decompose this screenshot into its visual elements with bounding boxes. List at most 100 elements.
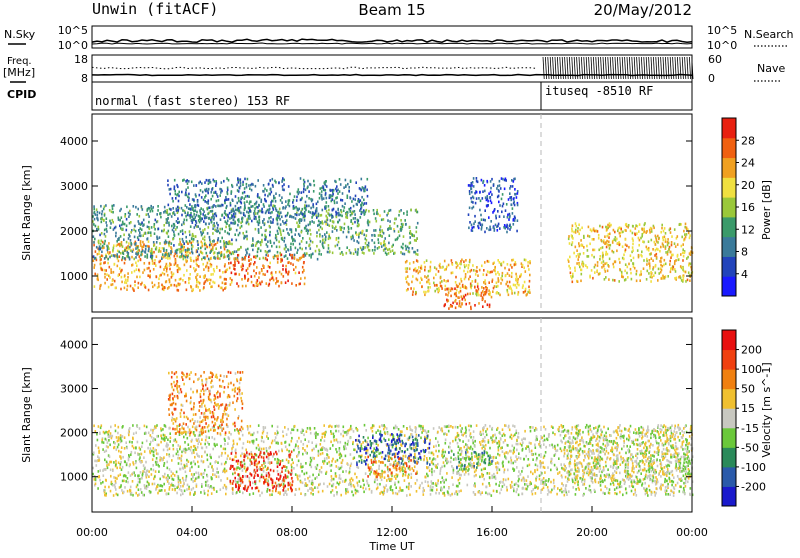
scatter-cell bbox=[680, 253, 682, 256]
nave-zigzag-segment bbox=[685, 57, 686, 79]
nave-zigzag-segment bbox=[644, 57, 645, 79]
scatter-cell bbox=[228, 233, 230, 236]
scatter-cell bbox=[169, 281, 171, 284]
scatter-cell bbox=[310, 247, 312, 250]
scatter-cell bbox=[277, 432, 279, 435]
scatter-cell bbox=[135, 252, 137, 255]
scatter-cell bbox=[690, 263, 692, 266]
scatter-cell bbox=[485, 282, 487, 285]
nave-zigzag-segment bbox=[677, 57, 678, 79]
scatter-cell bbox=[456, 302, 458, 305]
scatter-cell bbox=[203, 199, 205, 202]
scatter-cell bbox=[197, 240, 199, 243]
scatter-cell bbox=[185, 471, 187, 474]
scatter-cell bbox=[241, 265, 243, 268]
scatter-cell bbox=[320, 222, 322, 225]
scatter-cell bbox=[200, 491, 202, 494]
scatter-cell bbox=[412, 247, 414, 250]
scatter-cell bbox=[336, 237, 338, 240]
scatter-cell bbox=[168, 493, 170, 496]
scatter-cell bbox=[386, 214, 388, 217]
scatter-cell bbox=[340, 252, 342, 255]
scatter-cell bbox=[468, 439, 470, 442]
scatter-cell bbox=[498, 449, 500, 452]
scatter-cell bbox=[135, 262, 137, 265]
scatter-cell bbox=[357, 221, 359, 224]
scatter-cell bbox=[476, 266, 478, 269]
scatter-cell bbox=[445, 479, 447, 482]
scatter-cell bbox=[243, 237, 245, 240]
scatter-cell bbox=[168, 242, 170, 245]
scatter-cell bbox=[294, 195, 296, 198]
scatter-cell bbox=[672, 254, 674, 257]
scatter-cell bbox=[217, 230, 219, 233]
scatter-cell bbox=[515, 455, 517, 458]
scatter-cell bbox=[160, 250, 162, 253]
scatter-cell bbox=[412, 234, 414, 237]
nave-zigzag-segment bbox=[596, 57, 597, 79]
scatter-cell bbox=[171, 215, 173, 218]
scatter-cell bbox=[96, 228, 98, 231]
scatter-cell bbox=[139, 231, 141, 234]
scatter-cell bbox=[181, 463, 183, 466]
scatter-cell bbox=[287, 232, 289, 235]
scatter-cell bbox=[265, 250, 267, 253]
scatter-cell bbox=[629, 445, 631, 448]
scatter-cell bbox=[643, 228, 645, 231]
scatter-cell bbox=[306, 205, 308, 208]
scatter-cell bbox=[175, 228, 177, 231]
scatter-cell bbox=[215, 184, 217, 187]
scatter-cell bbox=[240, 206, 242, 209]
scatter-cell bbox=[367, 222, 369, 225]
scatter-cell bbox=[230, 228, 232, 231]
scatter-cell bbox=[384, 210, 386, 213]
scatter-cell bbox=[594, 271, 596, 274]
scatter-cell bbox=[228, 258, 230, 261]
scatter-cell bbox=[458, 465, 460, 468]
scatter-cell bbox=[332, 209, 334, 212]
scatter-cell bbox=[286, 493, 288, 496]
scatter-cell bbox=[521, 470, 523, 473]
scatter-cell bbox=[235, 195, 237, 198]
scatter-cell bbox=[508, 269, 510, 272]
scatter-cell bbox=[275, 271, 277, 274]
scatter-cell bbox=[316, 235, 318, 238]
scatter-cell bbox=[523, 267, 525, 270]
scatter-cell bbox=[619, 472, 621, 475]
scatter-cell bbox=[279, 246, 281, 249]
scatter-cell bbox=[671, 244, 673, 247]
scatter-cell bbox=[665, 232, 667, 235]
scatter-cell bbox=[171, 225, 173, 228]
scatter-cell bbox=[658, 268, 660, 271]
scatter-cell bbox=[437, 479, 439, 482]
scatter-cell bbox=[491, 178, 493, 181]
scatter-cell bbox=[253, 256, 255, 259]
scatter-cell bbox=[345, 470, 347, 473]
scatter-cell bbox=[109, 266, 111, 269]
scatter-cell bbox=[473, 197, 475, 200]
scatter-cell bbox=[337, 192, 339, 195]
scatter-cell bbox=[488, 229, 490, 232]
scatter-cell bbox=[304, 478, 306, 481]
scatter-cell bbox=[314, 184, 316, 187]
scatter-cell bbox=[240, 212, 242, 215]
scatter-cell bbox=[148, 250, 150, 253]
scatter-cell bbox=[361, 196, 363, 199]
scatter-cell bbox=[502, 461, 504, 464]
scatter-cell bbox=[568, 235, 570, 238]
scatter-cell bbox=[234, 264, 236, 267]
scatter-cell bbox=[267, 488, 269, 491]
scatter-cell bbox=[211, 285, 213, 288]
scatter-cell bbox=[203, 275, 205, 278]
scatter-cell bbox=[410, 428, 412, 431]
scatter-cell bbox=[200, 213, 202, 216]
scatter-cell bbox=[198, 247, 200, 250]
scatter-cell bbox=[496, 291, 498, 294]
scatter-cell bbox=[661, 224, 663, 227]
scatter-cell bbox=[318, 229, 320, 232]
scatter-cell bbox=[213, 256, 215, 259]
scatter-cell bbox=[256, 447, 258, 450]
scatter-cell bbox=[238, 234, 240, 237]
scatter-cell bbox=[174, 213, 176, 216]
scatter-cell bbox=[140, 254, 142, 257]
